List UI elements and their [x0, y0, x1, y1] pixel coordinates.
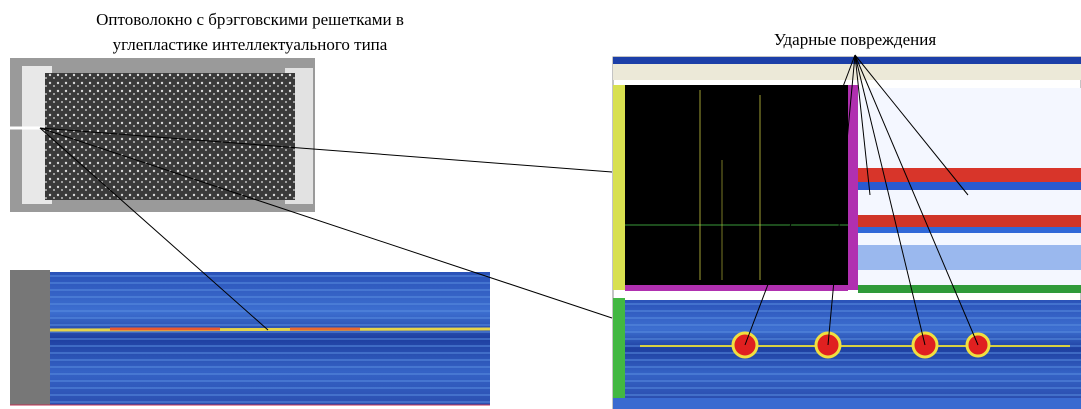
panel-photo: [10, 58, 315, 212]
right-caption: Ударные повреждения: [774, 30, 936, 49]
scan-image: [10, 270, 490, 405]
left-caption-line: Оптоволокно с брэгговскими решетками в: [96, 10, 404, 29]
left-caption-line: углепластике интеллектуального типа: [113, 35, 388, 54]
software-screenshot: [613, 57, 1081, 409]
figure: Оптоволокно с брэгговскими решетками в у…: [0, 0, 1081, 409]
figure-canvas: Оптоволокно с брэгговскими решетками в у…: [0, 0, 1081, 409]
